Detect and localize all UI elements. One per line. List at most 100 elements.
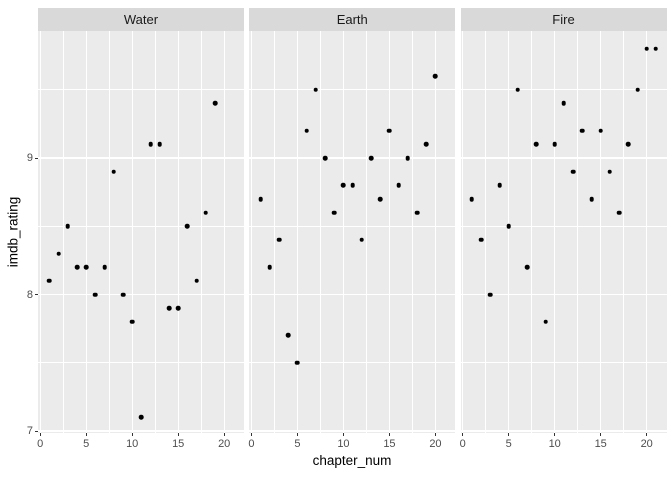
- data-point: [506, 223, 511, 229]
- x-major-gridline: [250, 30, 252, 433]
- data-point: [175, 305, 181, 311]
- x-major-gridline: [85, 30, 87, 433]
- data-point: [322, 155, 328, 161]
- y-tick-label: 8: [26, 288, 33, 301]
- data-point: [139, 415, 144, 420]
- x-axis-title: chapter_num: [312, 453, 392, 468]
- data-point: [423, 142, 429, 147]
- x-major-gridline: [600, 30, 602, 433]
- y-major-gridline: [38, 430, 244, 432]
- data-point: [267, 264, 273, 270]
- data-point: [295, 360, 300, 366]
- data-point: [368, 155, 374, 161]
- y-major-gridline: [460, 293, 667, 296]
- data-point: [543, 319, 548, 325]
- x-major-gridline: [223, 30, 225, 433]
- y-minor-gridline: [460, 89, 667, 91]
- data-point: [331, 210, 337, 215]
- x-tick-mark: [646, 432, 648, 436]
- data-point: [515, 87, 521, 93]
- data-point: [350, 183, 355, 188]
- data-point: [616, 210, 622, 215]
- y-tick-mark: [35, 157, 38, 159]
- data-point: [65, 223, 71, 229]
- x-minor-gridline: [485, 30, 486, 433]
- y-minor-gridline: [460, 362, 667, 364]
- x-tick-label: 20: [640, 437, 653, 450]
- data-point: [387, 128, 392, 133]
- x-major-gridline: [39, 30, 41, 433]
- x-minor-gridline: [412, 30, 413, 433]
- data-point: [276, 237, 282, 243]
- data-point: [129, 319, 135, 325]
- y-minor-gridline: [249, 225, 456, 227]
- x-tick-mark: [388, 432, 390, 436]
- x-tick-label: 15: [172, 437, 185, 450]
- data-point: [285, 333, 291, 338]
- facet-label: Earth: [336, 11, 368, 27]
- x-tick-mark: [296, 432, 298, 436]
- data-point: [488, 292, 493, 297]
- x-minor-gridline: [320, 30, 321, 433]
- y-major-gridline: [38, 157, 244, 159]
- data-point: [111, 169, 117, 174]
- y-major-gridline: [38, 293, 244, 296]
- x-tick-mark: [462, 432, 464, 436]
- data-point: [570, 169, 576, 174]
- data-point: [433, 73, 438, 79]
- data-point: [580, 128, 585, 133]
- y-minor-gridline: [38, 362, 244, 364]
- data-point: [653, 46, 659, 52]
- x-tick-mark: [250, 432, 252, 436]
- y-major-gridline: [460, 157, 667, 159]
- x-major-gridline: [462, 30, 464, 433]
- x-major-gridline: [177, 30, 179, 433]
- data-point: [148, 142, 153, 147]
- x-minor-gridline: [531, 30, 532, 433]
- x-tick-mark: [554, 432, 556, 436]
- x-minor-gridline: [62, 30, 64, 433]
- data-point: [83, 264, 89, 270]
- data-point: [341, 183, 346, 188]
- data-point: [396, 183, 401, 188]
- x-minor-gridline: [154, 30, 156, 433]
- data-point: [120, 292, 126, 297]
- y-tick-label: 7: [26, 425, 33, 437]
- x-tick-mark: [342, 432, 344, 436]
- y-tick-label: 9: [26, 152, 33, 164]
- y-minor-gridline: [38, 225, 244, 227]
- x-tick-label: 10: [337, 437, 350, 450]
- data-point: [304, 128, 309, 133]
- data-point: [589, 196, 594, 202]
- x-tick-mark: [39, 432, 41, 436]
- data-point: [47, 278, 52, 284]
- y-major-gridline: [460, 430, 667, 432]
- x-tick-mark: [131, 432, 133, 436]
- facet-strip-fire: Fire: [460, 7, 667, 31]
- x-tick-label: 5: [505, 437, 512, 450]
- data-point: [74, 264, 80, 270]
- data-point: [377, 196, 383, 202]
- data-point: [414, 210, 420, 215]
- x-major-gridline: [554, 30, 556, 433]
- x-tick-label: 20: [218, 437, 231, 450]
- data-point: [552, 142, 557, 147]
- y-tick-mark: [35, 294, 38, 295]
- y-major-gridline: [249, 157, 456, 159]
- data-point: [166, 305, 172, 311]
- data-point: [194, 278, 199, 284]
- x-tick-mark: [85, 432, 87, 436]
- data-point: [524, 264, 530, 270]
- data-point: [478, 237, 484, 243]
- x-major-gridline: [646, 30, 648, 433]
- data-point: [405, 155, 411, 161]
- x-tick-label: 10: [548, 437, 561, 450]
- x-tick-label: 5: [294, 437, 301, 450]
- x-tick-mark: [508, 432, 510, 436]
- data-point: [561, 101, 567, 106]
- x-major-gridline: [388, 30, 390, 433]
- x-major-gridline: [434, 30, 436, 433]
- x-tick-mark: [434, 432, 436, 436]
- y-major-gridline: [249, 293, 456, 296]
